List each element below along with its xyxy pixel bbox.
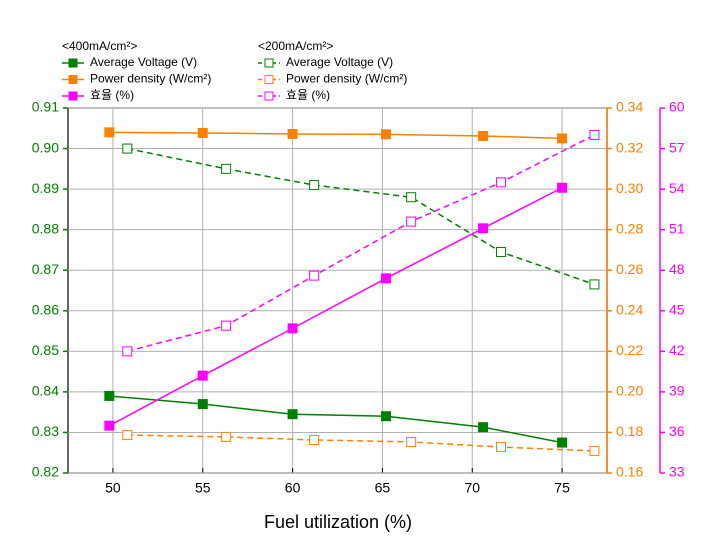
y2-tick-label: 0.30 — [616, 180, 643, 196]
data-point — [197, 399, 208, 410]
data-point — [381, 273, 392, 284]
legend-group-title: <200mA/cm²> — [258, 39, 333, 53]
plot-frame — [67, 107, 608, 474]
y3-tick-label: 45 — [669, 301, 685, 317]
series-line — [109, 395, 563, 444]
data-point — [221, 320, 232, 331]
y3-tick-label: 51 — [669, 220, 685, 236]
data-point — [122, 346, 133, 357]
series-line — [127, 134, 595, 353]
y3-tick-label: 36 — [669, 423, 685, 439]
series-line — [127, 434, 595, 452]
y-tick-label: 0.88 — [32, 220, 59, 236]
data-point — [104, 420, 115, 431]
data-point — [122, 430, 133, 441]
data-point — [197, 370, 208, 381]
y3-tick-label: 54 — [669, 180, 685, 196]
data-point — [589, 445, 600, 456]
data-point — [197, 127, 208, 138]
legend-label: Power density (W/cm²) — [286, 72, 407, 86]
y-tick-label: 0.86 — [32, 301, 59, 317]
data-point — [478, 130, 489, 141]
data-point — [104, 127, 115, 138]
legend-marker — [264, 91, 274, 101]
legend-group-title: <400mA/cm²> — [62, 39, 137, 53]
data-point — [104, 390, 115, 401]
data-point — [589, 279, 600, 290]
y3-tick-label: 48 — [669, 261, 685, 277]
data-point — [495, 246, 506, 257]
y-tick-label: 0.83 — [32, 423, 59, 439]
legend-marker — [68, 91, 78, 101]
y-tick-label: 0.89 — [32, 180, 59, 196]
data-point — [221, 163, 232, 174]
data-point — [557, 182, 568, 193]
x-tick-label: 70 — [464, 480, 480, 496]
legend-marker — [264, 58, 274, 68]
y3-tick-label: 57 — [669, 139, 685, 155]
y2-tick-label: 0.22 — [616, 342, 643, 358]
x-tick-label: 60 — [285, 480, 301, 496]
legend-label: Average Voltage (V) — [90, 55, 197, 69]
x-tick-label: 50 — [105, 480, 121, 496]
data-point — [406, 216, 417, 227]
y-tick-label: 0.90 — [32, 139, 59, 155]
y-tick-label: 0.91 — [32, 99, 59, 115]
y2-tick-label: 0.34 — [616, 99, 643, 115]
data-point — [589, 130, 600, 141]
data-point — [122, 143, 133, 154]
data-point — [406, 436, 417, 447]
x-tick-label: 75 — [554, 480, 570, 496]
data-point — [309, 270, 320, 281]
y3-tick-label: 39 — [669, 383, 685, 399]
y-tick-label: 0.87 — [32, 261, 59, 277]
y-tick-label: 0.82 — [32, 464, 59, 480]
data-point — [381, 411, 392, 422]
data-point — [478, 223, 489, 234]
y2-tick-label: 0.24 — [616, 301, 643, 317]
y2-tick-label: 0.26 — [616, 261, 643, 277]
series-line — [109, 131, 563, 140]
data-point — [287, 323, 298, 334]
y2-tick-label: 0.18 — [616, 423, 643, 439]
x-axis-label: Fuel utilization (%) — [264, 512, 412, 532]
data-point — [381, 129, 392, 140]
legend-label: 효율 (%) — [286, 88, 330, 102]
y-tick-label: 0.84 — [32, 383, 59, 399]
legend-label: 효율 (%) — [90, 88, 134, 102]
y2-tick-label: 0.32 — [616, 139, 643, 155]
data-point — [495, 177, 506, 188]
y3-tick-label: 60 — [669, 99, 685, 115]
data-point — [495, 442, 506, 453]
y2-tick-label: 0.20 — [616, 383, 643, 399]
legend-marker — [68, 75, 78, 84]
x-tick-label: 65 — [375, 480, 391, 496]
y2-tick-label: 0.28 — [616, 220, 643, 236]
data-point — [406, 192, 417, 203]
legend-label: Average Voltage (V) — [286, 55, 393, 69]
series-line — [127, 147, 595, 286]
data-point — [309, 180, 320, 191]
data-point — [309, 434, 320, 445]
y2-tick-label: 0.16 — [616, 464, 643, 480]
legend-marker — [264, 75, 274, 84]
data-point — [557, 437, 568, 448]
data-point — [287, 409, 298, 420]
legend-label: Power density (W/cm²) — [90, 72, 211, 86]
data-point — [478, 422, 489, 433]
data-point — [287, 128, 298, 139]
data-point — [221, 431, 232, 442]
legend-marker — [68, 58, 78, 68]
y3-tick-label: 42 — [669, 342, 685, 358]
x-tick-label: 55 — [195, 480, 211, 496]
y-tick-label: 0.85 — [32, 342, 59, 358]
series-line — [108, 187, 563, 427]
y3-tick-label: 33 — [669, 464, 685, 480]
data-point — [557, 133, 568, 144]
